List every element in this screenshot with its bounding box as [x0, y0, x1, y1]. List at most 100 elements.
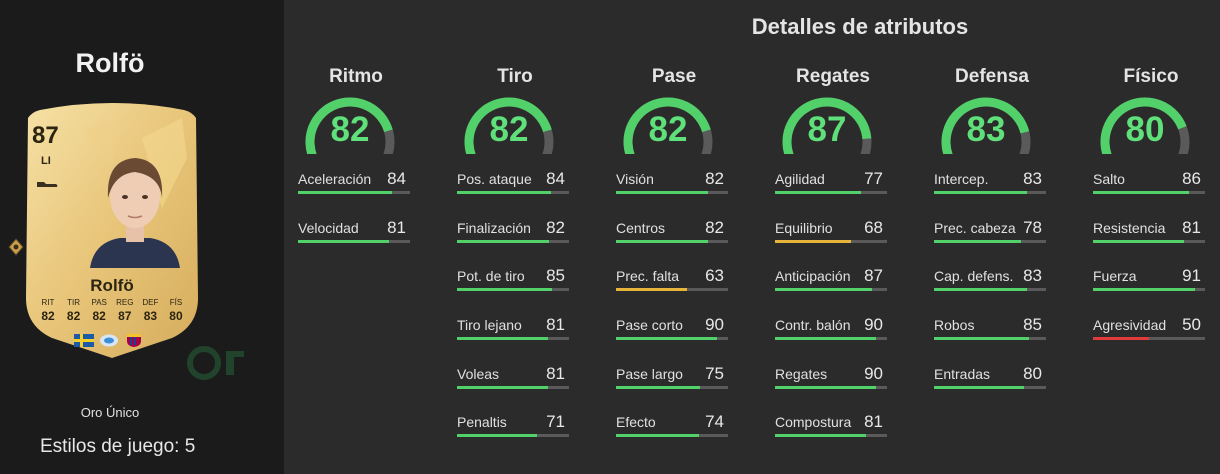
- gauge-fill: [782, 97, 872, 154]
- stat-value: 81: [387, 218, 406, 237]
- stat-row[interactable]: Robos 85: [934, 315, 1046, 347]
- gauge-fill: [623, 97, 711, 154]
- card-stat-value: 80: [169, 309, 183, 323]
- stat-name: Efecto: [616, 414, 656, 430]
- stat-value: 81: [864, 412, 883, 431]
- stat-bar-fill: [775, 288, 873, 291]
- stat-bar-fill: [457, 434, 537, 437]
- stat-row[interactable]: Velocidad 81: [298, 218, 410, 250]
- category-gauge: [782, 97, 872, 154]
- stat-row[interactable]: Finalización 82: [457, 218, 569, 250]
- stat-row[interactable]: Equilibrio 68: [775, 218, 887, 250]
- category-name: Físico: [1123, 66, 1179, 87]
- stat-value: 77: [864, 169, 883, 188]
- stat-value: 68: [864, 218, 883, 237]
- stat-bar-fill: [1093, 240, 1184, 243]
- stat-row[interactable]: Anticipación 87: [775, 266, 887, 298]
- stat-bar: [1093, 337, 1205, 340]
- stat-row[interactable]: Salto 86: [1093, 169, 1205, 201]
- stat-bar-fill: [1093, 337, 1149, 340]
- stat-value: 81: [1182, 218, 1201, 237]
- stat-bar-fill: [616, 191, 708, 194]
- stat-name: Voleas: [457, 366, 500, 382]
- stat-name: Agilidad: [775, 171, 825, 187]
- stat-row[interactable]: Contr. balón 90: [775, 315, 887, 347]
- stat-row[interactable]: Visión 82: [616, 169, 728, 201]
- stat-bar: [934, 386, 1046, 389]
- stat-row[interactable]: Prec. cabeza 78: [934, 218, 1046, 250]
- stat-bar: [457, 434, 569, 437]
- stat-row[interactable]: Fuerza 91: [1093, 266, 1205, 298]
- stat-row[interactable]: Intercep. 83: [934, 169, 1046, 201]
- category-value: 82: [330, 110, 370, 149]
- stat-row[interactable]: Voleas 81: [457, 364, 569, 396]
- stat-name: Prec. falta: [616, 268, 680, 284]
- player-name: Rolfö: [75, 48, 145, 78]
- stat-bar: [616, 288, 728, 291]
- stat-value: 78: [1023, 218, 1042, 237]
- category-name: Ritmo: [329, 66, 383, 87]
- stat-bar-fill: [298, 191, 393, 194]
- stat-bar: [1093, 240, 1205, 243]
- stat-bar: [616, 386, 728, 389]
- stat-value: 85: [546, 266, 565, 285]
- stat-bar: [457, 191, 569, 194]
- stat-row[interactable]: Entradas 80: [934, 364, 1046, 396]
- player-photo: [90, 158, 180, 268]
- stat-row[interactable]: Resistencia 81: [1093, 218, 1205, 250]
- stat-row[interactable]: Cap. defens. 83: [934, 266, 1046, 298]
- stat-row[interactable]: Pase largo 75: [616, 364, 728, 396]
- stat-row[interactable]: Efecto 74: [616, 412, 728, 444]
- stat-bar-fill: [1093, 288, 1195, 291]
- stat-bar-fill: [616, 288, 687, 291]
- stat-bar: [934, 288, 1046, 291]
- stat-row[interactable]: Prec. falta 63: [616, 266, 728, 298]
- card-stat-label: TIR: [67, 298, 81, 307]
- stat-name: Pos. ataque: [457, 171, 532, 187]
- stat-name: Regates: [775, 366, 828, 382]
- player-card[interactable]: 87 LI Rolfö RIT 82 TIR 82 PAS: [8, 98, 202, 360]
- stat-value: 84: [387, 169, 406, 188]
- stat-bar: [775, 386, 887, 389]
- stat-bar: [616, 240, 728, 243]
- stat-bar-fill: [775, 191, 862, 194]
- stat-value: 85: [1023, 315, 1042, 334]
- page-title: Detalles de atributos: [751, 14, 969, 39]
- category-value: 82: [489, 110, 529, 149]
- stat-row[interactable]: Centros 82: [616, 218, 728, 250]
- stat-row[interactable]: Pos. ataque 84: [457, 169, 569, 201]
- stat-value: 71: [546, 412, 565, 431]
- category-name: Tiro: [497, 66, 533, 87]
- category-value: 82: [648, 110, 688, 149]
- stat-row[interactable]: Compostura 81: [775, 412, 887, 444]
- card-background: [26, 103, 198, 358]
- sweden-flag-icon: [74, 334, 94, 347]
- stat-name: Pase corto: [616, 317, 683, 333]
- stat-bar-fill: [934, 191, 1027, 194]
- category-name: Pase: [651, 66, 697, 87]
- card-stat: FÍS 80: [164, 298, 188, 323]
- stat-row[interactable]: Tiro lejano 81: [457, 315, 569, 347]
- card-stat-label: REG: [116, 298, 134, 307]
- stat-row[interactable]: Pase corto 90: [616, 315, 728, 347]
- stat-bar: [457, 240, 569, 243]
- stat-name: Compostura: [775, 414, 852, 430]
- stat-value: 90: [864, 315, 883, 334]
- stat-value: 83: [1023, 169, 1042, 188]
- category-name: Defensa: [955, 66, 1029, 87]
- stat-bar-fill: [616, 240, 708, 243]
- stat-value: 74: [705, 412, 724, 431]
- playstyles-count[interactable]: Estilos de juego: 5: [40, 436, 196, 457]
- card-stat: PAS 82: [87, 298, 111, 323]
- card-type-label: Oro Único: [80, 405, 140, 420]
- stat-bar: [775, 337, 887, 340]
- category-gauge: [305, 97, 395, 154]
- card-stat: TIR 82: [62, 298, 86, 323]
- stat-row[interactable]: Penaltis 71: [457, 412, 569, 444]
- stat-row[interactable]: Agresividad 50: [1093, 315, 1205, 347]
- stat-row[interactable]: Agilidad 77: [775, 169, 887, 201]
- stat-row[interactable]: Aceleración 84: [298, 169, 410, 201]
- stat-bar: [775, 191, 887, 194]
- stat-row[interactable]: Regates 90: [775, 364, 887, 396]
- stat-row[interactable]: Pot. de tiro 85: [457, 266, 569, 298]
